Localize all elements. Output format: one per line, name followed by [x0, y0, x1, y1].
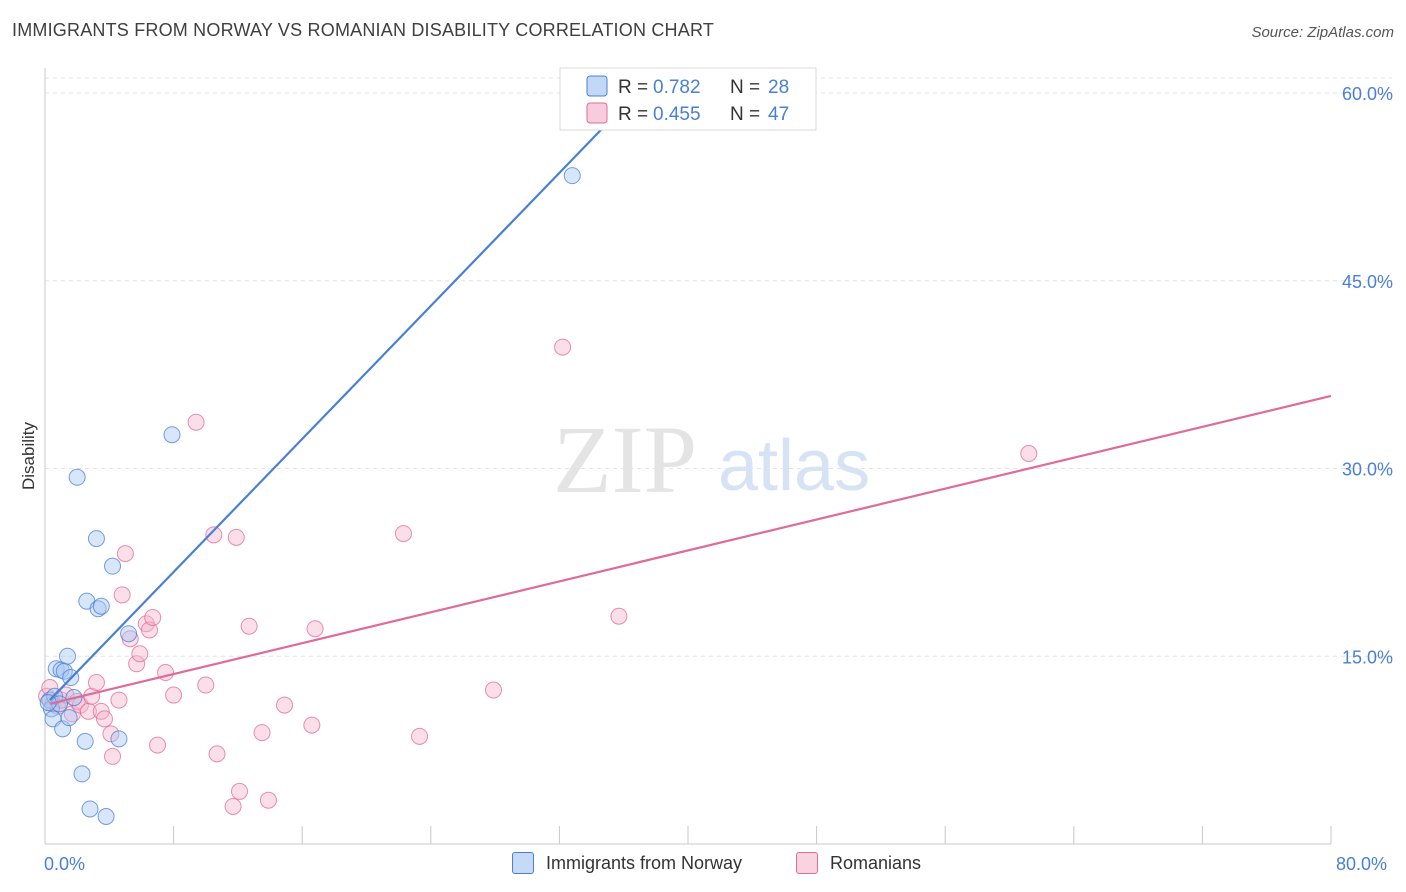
- romanian-point: [131, 645, 149, 663]
- y-tick-label: 30.0%: [1342, 460, 1393, 480]
- norway-point: [110, 730, 128, 748]
- legend-n-label-norway: N =: [730, 77, 760, 98]
- legend-r-value-romanians: 0.455: [653, 104, 701, 125]
- source-note: Source: ZipAtlas.com: [1251, 24, 1394, 41]
- norway-point: [97, 807, 115, 825]
- trend-line-romanians: [49, 394, 1332, 705]
- romanian-point: [41, 679, 59, 697]
- bottom-legend-label-romanians: Romanians: [830, 852, 922, 873]
- romanian-point: [187, 413, 205, 431]
- legend-r-label-romanians: R =: [618, 104, 648, 125]
- romanian-point: [165, 686, 183, 704]
- legend-n-value-norway: 28: [768, 77, 789, 98]
- series-romanians-points: [38, 338, 1038, 815]
- romanian-point: [240, 617, 258, 635]
- romanian-point: [411, 727, 429, 745]
- norway-point: [60, 709, 78, 727]
- bottom-legend-romanians[interactable]: Romanians: [796, 852, 921, 874]
- romanian-point: [87, 674, 105, 692]
- romanian-point: [205, 526, 223, 544]
- legend-r-value-norway: 0.782: [653, 77, 701, 98]
- x-tick-label-right: 80.0%: [1336, 854, 1387, 874]
- y-axis-label: Disability: [19, 421, 38, 490]
- romanian-point: [208, 745, 226, 763]
- bottom-legend-label-norway: Immigrants from Norway: [546, 852, 743, 873]
- norway-point: [76, 732, 94, 750]
- romanian-point: [484, 681, 502, 699]
- trend-lines: [49, 92, 1332, 705]
- romanian-point: [610, 607, 628, 625]
- y-tick-labels: 15.0% 30.0% 45.0% 60.0%: [1342, 84, 1393, 667]
- romanian-point: [104, 747, 122, 765]
- romanian-point: [197, 676, 215, 694]
- series-norway-points: [39, 167, 581, 825]
- romanian-point: [128, 655, 146, 673]
- romanian-point: [276, 696, 294, 714]
- romanian-point: [394, 525, 412, 543]
- romanian-point: [224, 797, 242, 815]
- romanian-point: [95, 710, 113, 728]
- romanian-point: [102, 725, 120, 743]
- bottom-legend-norway[interactable]: Immigrants from Norway: [512, 852, 742, 874]
- x-ticks: [44, 826, 1332, 844]
- gridlines: [45, 77, 1392, 657]
- norway-point: [81, 800, 99, 818]
- legend-swatch-norway: [586, 75, 608, 97]
- y-tick-label: 45.0%: [1342, 272, 1393, 292]
- romanian-point: [110, 691, 128, 709]
- romanian-point: [554, 338, 572, 356]
- legend-n-value-romanians: 47: [768, 104, 789, 125]
- norway-point: [59, 647, 77, 665]
- norway-point: [92, 597, 110, 615]
- norway-point: [563, 167, 581, 185]
- romanian-point: [227, 528, 245, 546]
- romanian-point: [303, 716, 321, 734]
- romanian-point: [149, 736, 167, 754]
- watermark-atlas: atlas: [718, 426, 870, 506]
- romanian-point: [144, 608, 162, 626]
- norway-point: [120, 625, 138, 643]
- chart-title: IMMIGRANTS FROM NORWAY VS ROMANIAN DISAB…: [12, 20, 715, 40]
- bottom-legend-swatch-norway: [512, 852, 534, 874]
- y-tick-label: 15.0%: [1342, 647, 1393, 667]
- romanian-point: [116, 545, 134, 563]
- watermark-zip: ZIP: [553, 406, 697, 513]
- romanian-point: [140, 621, 158, 639]
- norway-point: [89, 600, 107, 618]
- y-tick-label: 60.0%: [1342, 84, 1393, 104]
- norway-point: [73, 765, 91, 783]
- norway-point: [104, 557, 122, 575]
- norway-point: [87, 530, 105, 548]
- romanian-point: [1020, 444, 1038, 462]
- norway-point: [163, 426, 181, 444]
- norway-point: [68, 468, 86, 486]
- legend-swatch-romanians: [586, 102, 608, 124]
- x-tick-label-left: 0.0%: [44, 854, 85, 874]
- legend-n-label-romanians: N =: [730, 104, 760, 125]
- romanian-point: [306, 620, 324, 638]
- trend-line-norway: [49, 92, 638, 701]
- stats-legend: R = 0.782 N = 28 R = 0.455 N = 47: [559, 67, 817, 131]
- bottom-legend-swatch-romanians: [796, 852, 818, 874]
- legend-r-label-norway: R =: [618, 77, 648, 98]
- romanian-point: [231, 782, 249, 800]
- romanian-point: [113, 586, 131, 604]
- romanian-point: [253, 724, 271, 742]
- romanian-point: [259, 791, 277, 809]
